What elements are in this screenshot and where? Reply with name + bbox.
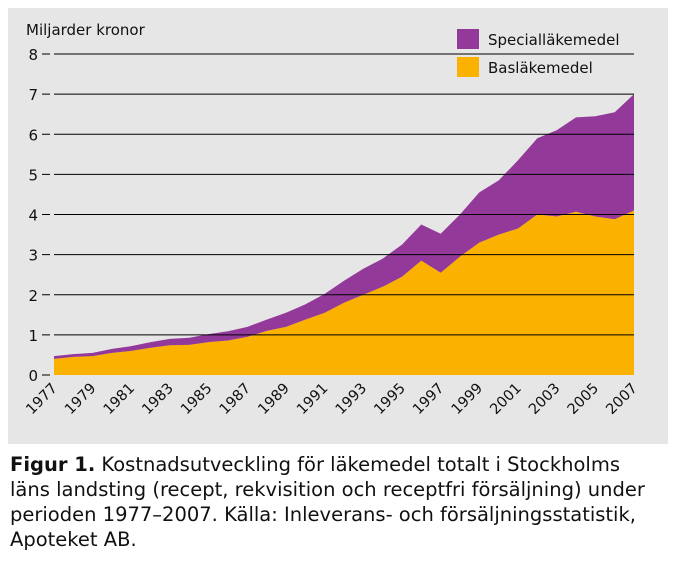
x-tick-label-1993: 1993 bbox=[333, 381, 370, 418]
x-tick-label-1987: 1987 bbox=[217, 381, 254, 418]
figure-caption: Figur 1. Kostnadsutveckling för läkemede… bbox=[10, 452, 665, 552]
caption-text: Kostnadsutveckling för läkemedel totalt … bbox=[10, 453, 645, 551]
x-tick-label-2005: 2005 bbox=[565, 381, 602, 418]
y-axis-label: Miljarder kronor bbox=[26, 21, 146, 39]
legend-swatch-0 bbox=[457, 29, 479, 49]
y-tick-label-6: 6 bbox=[28, 126, 38, 144]
x-axis-ticks: 1977 1979 1981 1983 1985 1987 1989 1991 1993 1995… bbox=[23, 381, 640, 418]
y-tick-label-5: 5 bbox=[28, 166, 38, 184]
x-tick-label-1995: 1995 bbox=[371, 381, 408, 418]
x-tick-label-1983: 1983 bbox=[139, 381, 176, 418]
x-tick-label-1991: 1991 bbox=[294, 381, 331, 418]
legend: Specialläkemedel Basläkemedel bbox=[457, 29, 620, 77]
x-tick-label-1989: 1989 bbox=[255, 381, 292, 418]
legend-swatch-1 bbox=[457, 57, 479, 77]
legend-label-1: Basläkemedel bbox=[488, 59, 593, 77]
y-tick-label-8: 8 bbox=[28, 46, 38, 64]
x-tick-label-2003: 2003 bbox=[526, 381, 563, 418]
caption-label: Figur 1. bbox=[10, 453, 96, 476]
y-tick-label-0: 0 bbox=[28, 367, 38, 385]
series-areas bbox=[54, 94, 634, 375]
gridlines bbox=[54, 53, 634, 336]
y-tick-label-7: 7 bbox=[28, 86, 38, 104]
x-tick-label-1997: 1997 bbox=[410, 381, 447, 418]
x-tick-label-1985: 1985 bbox=[178, 381, 215, 418]
x-tick-label-1999: 1999 bbox=[449, 381, 486, 418]
y-axis-ticks: 0 1 2 3 4 5 6 7 8 bbox=[28, 46, 50, 385]
legend-label-0: Specialläkemedel bbox=[488, 31, 620, 49]
x-tick-label-2001: 2001 bbox=[487, 381, 524, 418]
y-tick-label-1: 1 bbox=[28, 327, 38, 345]
y-tick-label-3: 3 bbox=[28, 247, 38, 265]
area-basläkemedel bbox=[54, 210, 634, 375]
area-specialläkemedel bbox=[54, 94, 634, 359]
x-tick-label-1979: 1979 bbox=[62, 381, 99, 418]
y-tick-label-4: 4 bbox=[28, 207, 38, 225]
x-tick-label-1977: 1977 bbox=[23, 381, 60, 418]
x-tick-label-1981: 1981 bbox=[101, 381, 138, 418]
y-tick-label-2: 2 bbox=[28, 287, 38, 305]
x-tick-label-2007: 2007 bbox=[603, 381, 640, 418]
